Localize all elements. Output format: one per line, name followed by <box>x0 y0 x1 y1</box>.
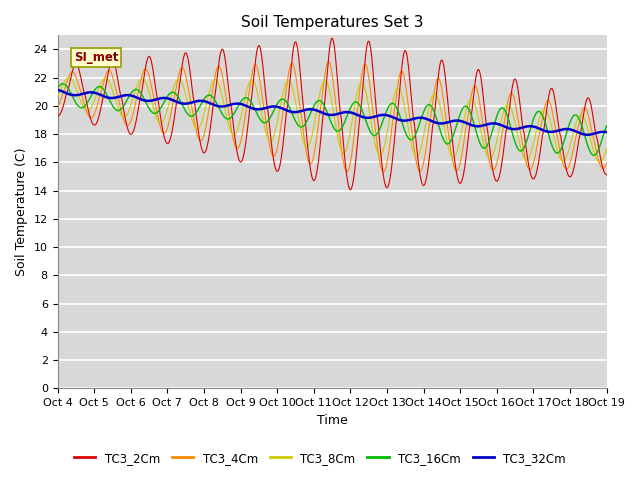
TC3_8Cm <box>418 143 426 148</box>
Line: TC3_16Cm: TC3_16Cm <box>58 84 607 156</box>
TC3_2Cm <box>490 171 497 177</box>
TC3_16Cm <box>590 153 598 158</box>
TC3_8Cm <box>176 77 184 83</box>
TC3_16Cm <box>163 95 170 100</box>
TC3_4Cm <box>490 167 497 173</box>
TC3_8Cm <box>237 111 245 117</box>
TC3_2Cm <box>237 159 245 165</box>
TC3_2Cm <box>176 82 184 87</box>
TC3_16Cm <box>176 97 184 103</box>
TC3_16Cm <box>237 98 245 104</box>
TC3_16Cm <box>54 85 61 91</box>
TC3_4Cm <box>603 161 611 167</box>
TC3_32Cm <box>417 115 425 120</box>
TC3_8Cm <box>163 109 170 115</box>
TC3_32Cm <box>603 129 611 135</box>
TC3_4Cm <box>418 166 426 172</box>
TC3_4Cm <box>163 128 170 134</box>
TC3_16Cm <box>418 115 426 120</box>
TC3_4Cm <box>538 117 546 123</box>
TC3_32Cm <box>584 132 591 138</box>
X-axis label: Time: Time <box>317 414 348 427</box>
Legend: TC3_2Cm, TC3_4Cm, TC3_8Cm, TC3_16Cm, TC3_32Cm: TC3_2Cm, TC3_4Cm, TC3_8Cm, TC3_16Cm, TC3… <box>69 447 571 469</box>
TC3_2Cm <box>328 36 336 41</box>
TC3_32Cm <box>538 127 545 132</box>
TC3_2Cm <box>54 113 61 119</box>
TC3_32Cm <box>237 101 245 107</box>
TC3_16Cm <box>490 125 497 131</box>
TC3_2Cm <box>347 187 355 192</box>
TC3_2Cm <box>538 135 546 141</box>
TC3_8Cm <box>596 159 604 165</box>
TC3_2Cm <box>603 172 611 178</box>
Title: Soil Temperatures Set 3: Soil Temperatures Set 3 <box>241 15 423 30</box>
TC3_16Cm <box>538 111 545 117</box>
TC3_4Cm <box>54 105 61 110</box>
TC3_8Cm <box>54 94 61 100</box>
TC3_4Cm <box>237 137 245 143</box>
Line: TC3_2Cm: TC3_2Cm <box>58 38 607 190</box>
Line: TC3_4Cm: TC3_4Cm <box>58 61 607 172</box>
TC3_8Cm <box>65 75 73 81</box>
TC3_2Cm <box>418 180 426 186</box>
TC3_4Cm <box>176 69 184 74</box>
TC3_4Cm <box>380 169 387 175</box>
TC3_16Cm <box>59 81 67 86</box>
TC3_8Cm <box>490 151 497 157</box>
TC3_32Cm <box>489 120 497 126</box>
Line: TC3_8Cm: TC3_8Cm <box>58 78 607 162</box>
Line: TC3_32Cm: TC3_32Cm <box>58 90 607 135</box>
TC3_32Cm <box>176 100 184 106</box>
TC3_32Cm <box>54 87 61 93</box>
TC3_4Cm <box>324 59 332 64</box>
TC3_16Cm <box>603 123 611 129</box>
TC3_8Cm <box>603 145 611 151</box>
TC3_32Cm <box>163 95 170 101</box>
TC3_8Cm <box>538 109 545 115</box>
TC3_2Cm <box>163 140 170 145</box>
Y-axis label: Soil Temperature (C): Soil Temperature (C) <box>15 147 28 276</box>
Text: SI_met: SI_met <box>74 51 118 64</box>
